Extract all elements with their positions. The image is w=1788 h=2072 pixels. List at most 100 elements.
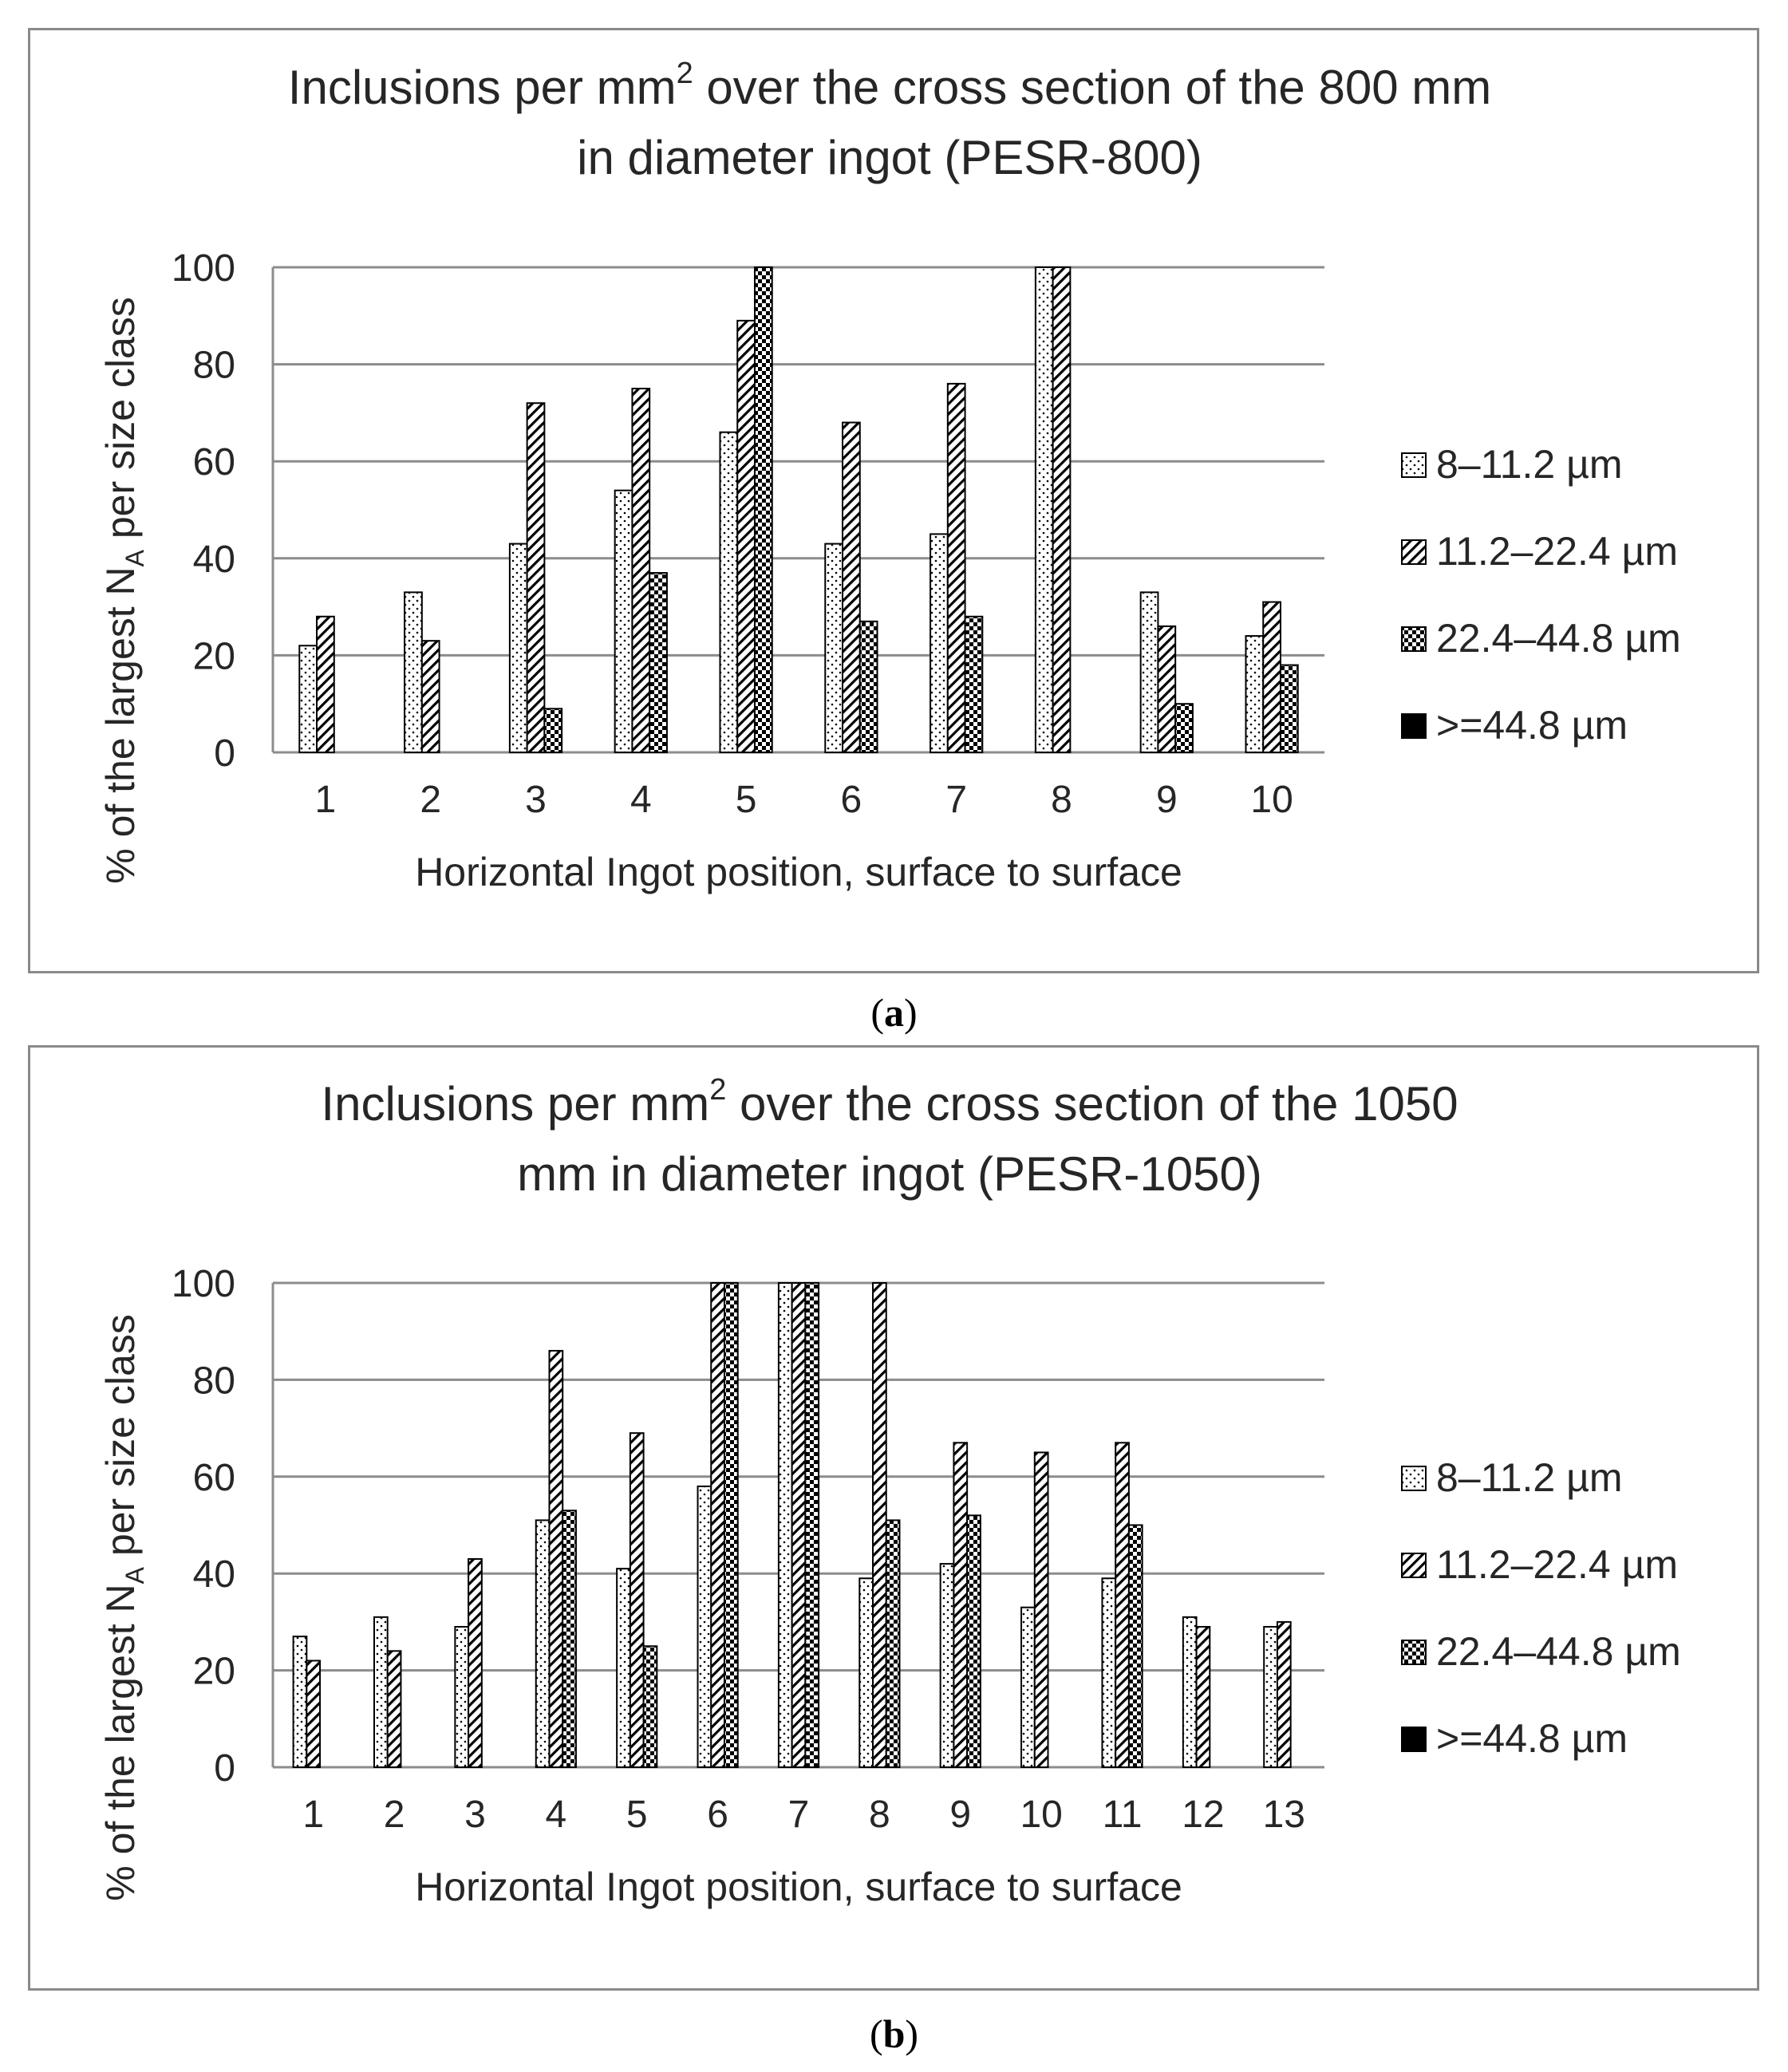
- chart-b-legend-swatch-4: [1401, 1727, 1427, 1752]
- chart-a-y-tick-label: 20: [193, 635, 235, 677]
- chart-b-bar-series2-5: [629, 1432, 645, 1769]
- chart-a-bar-series1-1: [298, 645, 318, 753]
- chart-a-x-tick-label: 8: [1051, 779, 1072, 821]
- chart-a-bar-series1-2: [404, 591, 423, 753]
- chart-b-bar-series1-3: [454, 1625, 470, 1768]
- chart-b-bar-series3-8: [885, 1519, 901, 1769]
- chart-b-bar-series2-4: [548, 1349, 564, 1768]
- chart-a-y-tick-label: 0: [214, 732, 235, 775]
- chart-b-legend-swatch-3: [1401, 1640, 1427, 1665]
- chart-a-x-tick-label: 7: [945, 779, 967, 821]
- chart-b-x-tick-label: 2: [384, 1794, 405, 1836]
- chart-b-x-tick-label: 12: [1182, 1794, 1224, 1836]
- chart-a-bar-series3-7: [964, 615, 984, 754]
- chart-a-x-tick-label: 9: [1156, 779, 1178, 821]
- chart-b-y-axis-label: % of the largest NA per size class: [98, 1314, 149, 1901]
- chart-a-x-tick-label: 6: [841, 779, 862, 821]
- chart-a-x-tick-label: 1: [315, 779, 337, 821]
- chart-b-x-tick-label: 3: [464, 1794, 486, 1836]
- caption-a-letter: a: [884, 990, 904, 1035]
- caption-b-letter: b: [882, 2011, 906, 2056]
- chart-b-bar-series2-7: [791, 1282, 807, 1768]
- chart-a-bar-series3-5: [753, 266, 773, 753]
- chart-b-legend-label-4: >=44.8 µm: [1436, 1716, 1628, 1761]
- chart-a-y-tick-label: 40: [193, 539, 235, 581]
- chart-b-x-tick-label: 11: [1103, 1794, 1143, 1836]
- chart-a-bar-series1-10: [1245, 635, 1265, 754]
- chart-b-bar-series1-4: [535, 1519, 551, 1769]
- chart-b-y-tick-label: 20: [193, 1651, 235, 1693]
- chart-b-bar-series2-11: [1115, 1442, 1130, 1769]
- chart-b-x-axis-label: Horizontal Ingot position, surface to su…: [415, 1865, 1182, 1909]
- chart-a-bar-series3-9: [1174, 703, 1194, 754]
- chart-b-bar-series3-11: [1127, 1524, 1143, 1768]
- chart-b-bar-series1-12: [1182, 1616, 1198, 1768]
- chart-b-x-tick-label: 4: [545, 1794, 566, 1836]
- chart-a-legend-swatch-1: [1401, 452, 1427, 478]
- chart-b-y-tick-label: 60: [193, 1457, 235, 1499]
- chart-b-bar-series3-7: [804, 1282, 820, 1768]
- chart-a-bar-series2-6: [842, 421, 861, 753]
- chart-b-legend-label-1: 8–11.2 µm: [1436, 1455, 1623, 1500]
- chart-b-x-tick-label: 6: [707, 1794, 728, 1836]
- chart-a-y-axis-label: % of the largest NA per size class: [98, 297, 149, 884]
- chart-b-y-tick-label: 0: [214, 1747, 235, 1790]
- chart-a-bar-series2-1: [316, 615, 335, 754]
- chart-b-legend-swatch-1: [1401, 1466, 1427, 1491]
- chart-b-bar-series1-11: [1101, 1577, 1117, 1769]
- chart-b-bar-series1-5: [616, 1568, 631, 1768]
- chart-a-bar-series3-3: [543, 708, 563, 754]
- chart-a-x-tick-label: 2: [420, 779, 441, 821]
- chart-a-bar-series1-8: [1034, 266, 1054, 753]
- chart-a-x-tick-label: 5: [736, 779, 757, 821]
- chart-a-legend-label-4: >=44.8 µm: [1436, 703, 1628, 748]
- chart-a-bar-series2-7: [946, 382, 966, 753]
- chart-a-bar-series2-10: [1262, 601, 1281, 754]
- chart-b-bar-series1-6: [697, 1485, 712, 1768]
- chart-b-bar-series3-5: [642, 1645, 658, 1768]
- chart-panel-b: [28, 1045, 1759, 1991]
- chart-b-x-tick-label: 9: [949, 1794, 971, 1836]
- chart-b-bar-series2-1: [306, 1660, 322, 1768]
- chart-a-bar-series1-7: [930, 533, 949, 754]
- chart-b-x-tick-label: 8: [869, 1794, 890, 1836]
- chart-b-bar-series2-3: [468, 1557, 483, 1768]
- chart-b-bar-series3-9: [966, 1514, 981, 1768]
- chart-a-legend-swatch-3: [1401, 626, 1427, 652]
- chart-b-bar-series1-13: [1263, 1625, 1278, 1768]
- chart-a-legend-label-2: 11.2–22.4 µm: [1436, 529, 1678, 574]
- chart-b-y-tick-label: 100: [172, 1263, 235, 1305]
- chart-b-bar-series1-8: [858, 1577, 874, 1769]
- chart-b-bar-series2-8: [872, 1282, 887, 1768]
- chart-a-title-line2: in diameter ingot (PESR-800): [577, 131, 1202, 184]
- chart-b-bar-series2-10: [1033, 1451, 1049, 1768]
- chart-b-x-tick-label: 7: [788, 1794, 810, 1836]
- chart-b-bar-series1-10: [1020, 1606, 1036, 1768]
- caption-a: (a): [870, 990, 918, 1035]
- chart-a-x-tick-label: 4: [630, 779, 652, 821]
- chart-a-legend-swatch-2: [1401, 539, 1427, 565]
- chart-a-bar-series1-6: [824, 543, 844, 753]
- chart-b-bar-series2-13: [1276, 1620, 1292, 1769]
- chart-a-y-tick-label: 60: [193, 441, 235, 483]
- chart-a-bar-series2-4: [631, 388, 651, 753]
- chart-a-legend-swatch-4: [1401, 713, 1427, 739]
- chart-b-bar-series2-9: [953, 1442, 969, 1769]
- chart-b-title-line2: mm in diameter ingot (PESR-1050): [517, 1147, 1262, 1201]
- chart-b-bar-series3-6: [723, 1282, 739, 1768]
- chart-a-x-axis-label: Horizontal Ingot position, surface to su…: [415, 850, 1182, 894]
- chart-a-bar-series3-4: [649, 572, 668, 753]
- chart-a-bar-series1-3: [508, 543, 528, 753]
- chart-a-bar-series1-9: [1139, 591, 1159, 753]
- chart-b-bar-series2-6: [710, 1282, 725, 1768]
- chart-b-title-line1: Inclusions per mm2 over the cross sectio…: [321, 1073, 1458, 1131]
- chart-b-legend-label-3: 22.4–44.8 µm: [1436, 1629, 1681, 1674]
- chart-b-bar-series1-2: [373, 1616, 389, 1768]
- chart-a-bar-series2-2: [420, 640, 440, 753]
- chart-a-y-tick-label: 100: [172, 247, 235, 290]
- chart-a-y-tick-label: 80: [193, 345, 235, 387]
- chart-a-bar-series3-6: [858, 620, 878, 754]
- chart-a-bar-series2-3: [526, 402, 546, 753]
- chart-b-bar-series1-7: [777, 1282, 793, 1768]
